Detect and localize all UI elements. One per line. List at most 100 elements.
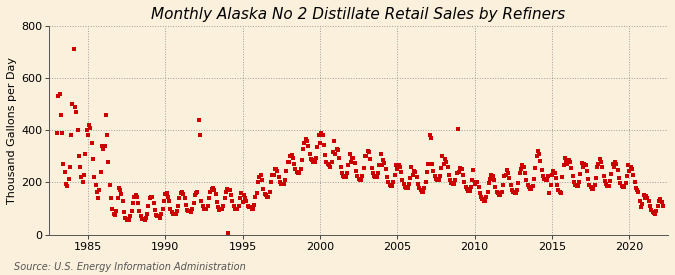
- Point: [450, 178, 461, 183]
- Point: [94, 188, 105, 192]
- Point: [641, 194, 651, 198]
- Point: [370, 175, 381, 179]
- Point: [549, 170, 560, 175]
- Point: [59, 170, 70, 174]
- Point: [255, 172, 266, 177]
- Point: [652, 204, 663, 209]
- Point: [219, 196, 230, 200]
- Point: [633, 190, 644, 194]
- Point: [575, 172, 586, 176]
- Point: [588, 187, 599, 192]
- Point: [319, 142, 329, 147]
- Point: [107, 206, 117, 211]
- Point: [92, 196, 103, 200]
- Point: [502, 168, 512, 172]
- Point: [406, 165, 417, 169]
- Point: [371, 175, 382, 179]
- Point: [516, 167, 526, 172]
- Point: [235, 196, 246, 200]
- Point: [518, 165, 529, 169]
- Point: [299, 141, 310, 145]
- Point: [112, 196, 123, 200]
- Point: [442, 165, 453, 169]
- Point: [182, 208, 192, 212]
- Point: [608, 161, 618, 166]
- Point: [285, 154, 296, 159]
- Point: [117, 199, 128, 203]
- Point: [574, 180, 585, 184]
- Point: [454, 170, 464, 174]
- Point: [647, 210, 658, 214]
- Point: [254, 175, 265, 179]
- Point: [269, 167, 280, 172]
- Point: [55, 112, 66, 117]
- Point: [284, 159, 294, 164]
- Point: [491, 189, 502, 194]
- Point: [89, 175, 100, 179]
- Point: [408, 172, 418, 177]
- Point: [533, 149, 543, 153]
- Point: [535, 159, 546, 163]
- Point: [530, 166, 541, 170]
- Point: [360, 154, 371, 159]
- Point: [495, 192, 506, 197]
- Point: [90, 183, 101, 187]
- Point: [304, 152, 315, 156]
- Point: [121, 218, 132, 222]
- Point: [63, 176, 74, 181]
- Point: [211, 200, 222, 204]
- Point: [517, 163, 528, 167]
- Point: [378, 158, 389, 163]
- Point: [429, 174, 440, 178]
- Point: [306, 157, 317, 161]
- Point: [459, 180, 470, 184]
- Point: [373, 171, 383, 175]
- Point: [128, 201, 138, 205]
- Point: [509, 191, 520, 196]
- Point: [335, 164, 346, 169]
- Point: [557, 175, 568, 179]
- Point: [394, 164, 405, 169]
- Point: [367, 171, 378, 175]
- Point: [477, 197, 488, 202]
- Point: [379, 161, 389, 165]
- Point: [402, 186, 413, 190]
- Point: [157, 206, 168, 211]
- Point: [132, 195, 142, 199]
- Point: [400, 185, 410, 189]
- Point: [479, 199, 489, 203]
- Point: [264, 189, 275, 194]
- Point: [548, 169, 559, 173]
- Point: [167, 211, 178, 216]
- Point: [594, 157, 605, 162]
- Point: [493, 192, 504, 197]
- Point: [295, 167, 306, 172]
- Point: [419, 186, 430, 190]
- Point: [159, 199, 169, 203]
- Point: [618, 185, 628, 189]
- Point: [292, 170, 302, 174]
- Point: [179, 196, 190, 200]
- Point: [116, 192, 127, 196]
- Point: [310, 155, 321, 160]
- Point: [348, 155, 359, 160]
- Point: [144, 196, 155, 200]
- Point: [358, 166, 369, 170]
- Point: [190, 193, 200, 198]
- Point: [512, 188, 522, 192]
- Point: [277, 182, 288, 186]
- Point: [539, 176, 549, 181]
- Point: [276, 182, 287, 186]
- Point: [62, 184, 73, 189]
- Point: [213, 205, 223, 210]
- Point: [78, 180, 88, 185]
- Point: [174, 196, 185, 200]
- Point: [540, 178, 551, 182]
- Point: [556, 191, 566, 196]
- Point: [411, 175, 422, 179]
- Point: [322, 162, 333, 166]
- Point: [228, 204, 239, 208]
- Point: [106, 196, 117, 200]
- Point: [336, 171, 347, 175]
- Point: [562, 162, 573, 166]
